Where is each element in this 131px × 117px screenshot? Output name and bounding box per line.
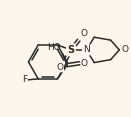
- Text: S: S: [67, 45, 75, 55]
- Text: O: O: [81, 29, 88, 38]
- Text: HO: HO: [48, 44, 61, 52]
- Text: O: O: [121, 45, 128, 54]
- Text: O: O: [81, 59, 88, 68]
- Text: F: F: [22, 75, 28, 84]
- Text: N: N: [83, 45, 90, 54]
- Text: O: O: [56, 63, 63, 72]
